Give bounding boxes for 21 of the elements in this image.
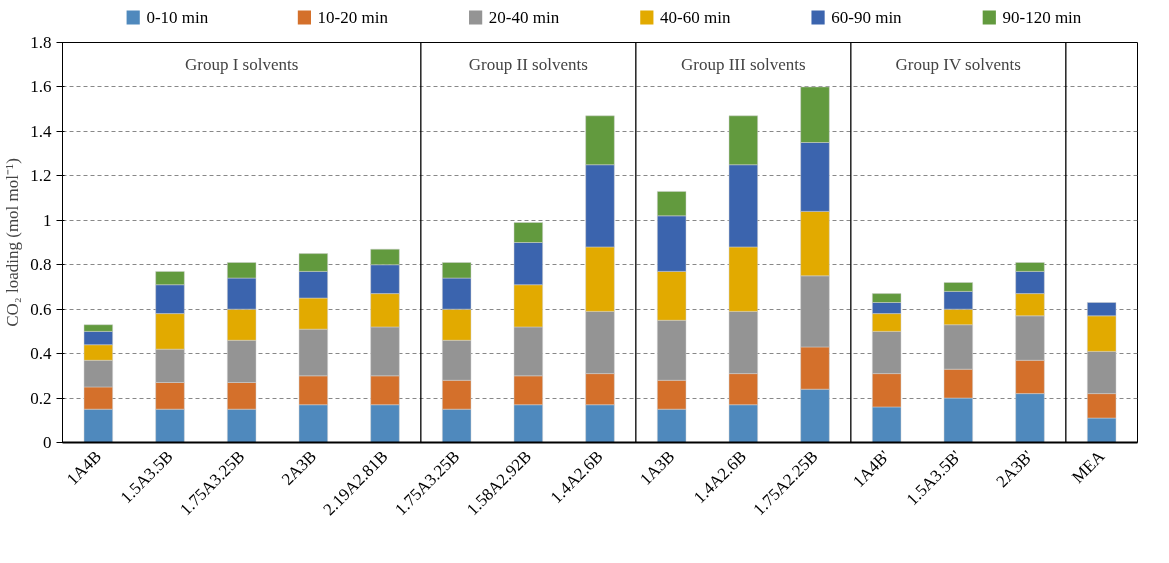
y-tick-label: 0.4 — [30, 344, 52, 364]
legend-label: 90-120 min — [1002, 8, 1082, 27]
legend-label: 20-40 min — [488, 8, 560, 27]
y-axis-title: CO₂ loading (mol mol⁻¹) — [3, 158, 23, 327]
y-tick-label: 0.8 — [30, 255, 52, 275]
legend-label: 10-20 min — [317, 8, 389, 27]
legend-label: 40-60 min — [660, 8, 731, 27]
y-tick-label: 1.8 — [30, 33, 52, 52]
annotation: Group I solvents — [185, 54, 299, 74]
y-tick-label: 1.4 — [30, 121, 52, 141]
y-tick-label: 1.6 — [30, 77, 52, 97]
annotation: Group II solvents — [468, 54, 588, 74]
y-tick-label: 0.6 — [30, 299, 52, 319]
y-tick-label: 1.2 — [30, 166, 52, 186]
annotation: Group IV solvents — [895, 54, 1021, 74]
y-tick-label: 0.2 — [30, 388, 52, 408]
y-tick-label: 1 — [43, 210, 52, 230]
y-tick-label: 0 — [43, 433, 52, 452]
annotation: Group III solvents — [681, 54, 806, 74]
legend-label: 0-10 min — [146, 8, 209, 27]
legend-label: 60-90 min — [831, 8, 903, 27]
